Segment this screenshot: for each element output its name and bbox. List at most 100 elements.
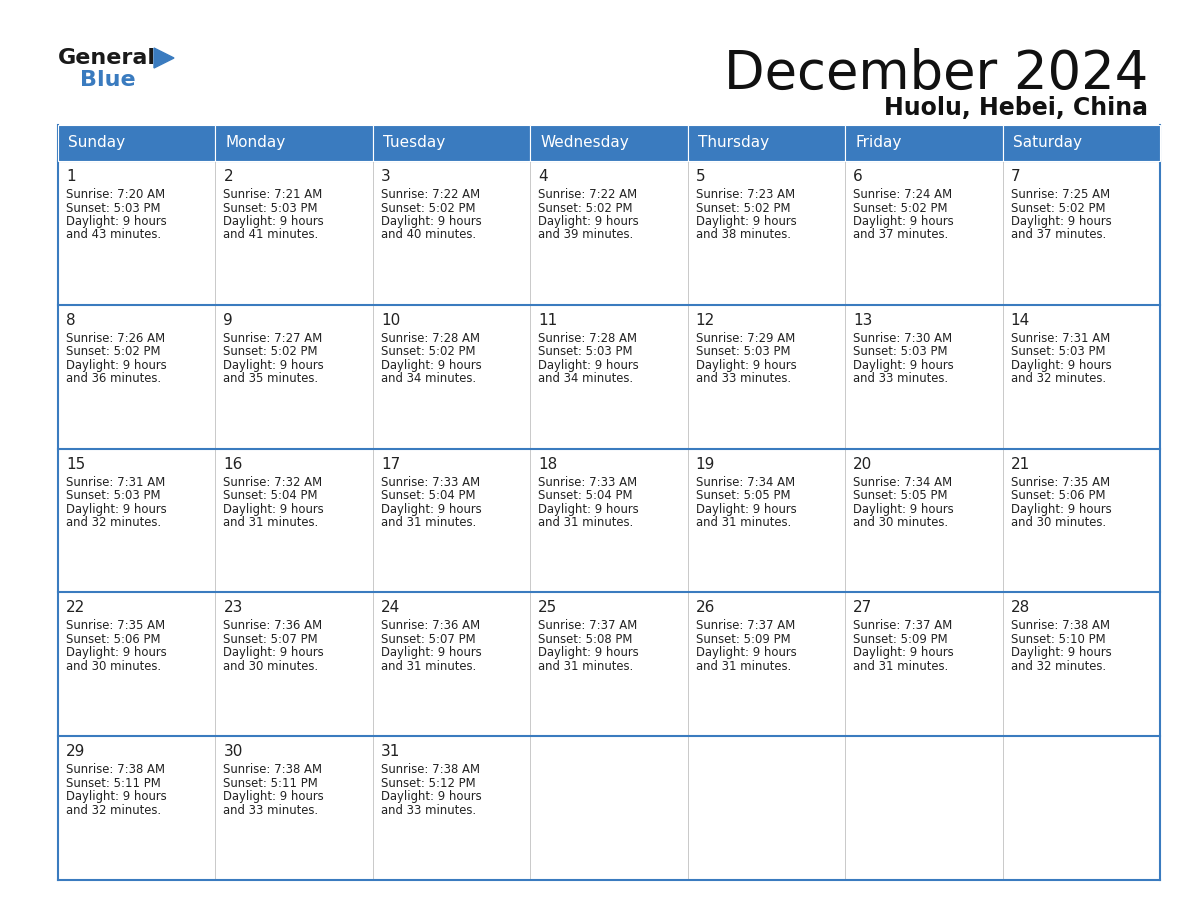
Text: Daylight: 9 hours: Daylight: 9 hours [223,502,324,516]
Text: Sunset: 5:02 PM: Sunset: 5:02 PM [538,201,633,215]
Bar [688,125,845,161]
Text: Daylight: 9 hours: Daylight: 9 hours [696,359,796,372]
Text: and 33 minutes.: and 33 minutes. [853,373,948,386]
Polygon shape [154,48,173,68]
Text: Sunset: 5:06 PM: Sunset: 5:06 PM [67,633,160,646]
Text: 6: 6 [853,169,862,184]
Text: Sunrise: 7:33 AM: Sunrise: 7:33 AM [381,476,480,488]
Text: Sunrise: 7:35 AM: Sunrise: 7:35 AM [67,620,165,633]
Text: and 31 minutes.: and 31 minutes. [696,516,791,529]
Text: 10: 10 [381,313,400,328]
Bar [845,161,1003,305]
Text: Sunrise: 7:38 AM: Sunrise: 7:38 AM [1011,620,1110,633]
Text: and 31 minutes.: and 31 minutes. [381,516,476,529]
Text: Sunrise: 7:30 AM: Sunrise: 7:30 AM [853,331,953,345]
Bar [1003,305,1159,449]
Text: Thursday: Thursday [697,136,769,151]
Text: and 43 minutes.: and 43 minutes. [67,229,162,241]
Bar [688,736,845,880]
Bar [1003,592,1159,736]
Text: Daylight: 9 hours: Daylight: 9 hours [538,359,639,372]
Text: Daylight: 9 hours: Daylight: 9 hours [381,359,481,372]
Text: 4: 4 [538,169,548,184]
Text: Sunset: 5:02 PM: Sunset: 5:02 PM [853,201,948,215]
Text: Sunset: 5:09 PM: Sunset: 5:09 PM [853,633,948,646]
Text: Sunset: 5:04 PM: Sunset: 5:04 PM [381,489,475,502]
Text: Daylight: 9 hours: Daylight: 9 hours [223,790,324,803]
Text: 14: 14 [1011,313,1030,328]
Text: Daylight: 9 hours: Daylight: 9 hours [381,502,481,516]
Text: Daylight: 9 hours: Daylight: 9 hours [381,646,481,659]
Text: Sunrise: 7:38 AM: Sunrise: 7:38 AM [381,763,480,777]
Text: 24: 24 [381,600,400,615]
Text: and 37 minutes.: and 37 minutes. [853,229,948,241]
Text: 31: 31 [381,744,400,759]
Text: Daylight: 9 hours: Daylight: 9 hours [1011,502,1111,516]
Bar [688,305,845,449]
Text: Sunday: Sunday [68,136,125,151]
Text: and 40 minutes.: and 40 minutes. [381,229,476,241]
Text: and 33 minutes.: and 33 minutes. [223,803,318,817]
Bar [215,161,373,305]
Text: and 33 minutes.: and 33 minutes. [696,373,791,386]
Text: Daylight: 9 hours: Daylight: 9 hours [67,790,166,803]
Bar [530,449,688,592]
Text: 26: 26 [696,600,715,615]
Text: 28: 28 [1011,600,1030,615]
Text: Sunset: 5:07 PM: Sunset: 5:07 PM [381,633,475,646]
Text: 13: 13 [853,313,872,328]
Text: Daylight: 9 hours: Daylight: 9 hours [696,646,796,659]
Bar [373,449,530,592]
Text: 21: 21 [1011,456,1030,472]
Text: and 38 minutes.: and 38 minutes. [696,229,791,241]
Text: and 34 minutes.: and 34 minutes. [381,373,476,386]
Text: Sunset: 5:04 PM: Sunset: 5:04 PM [223,489,318,502]
Text: 27: 27 [853,600,872,615]
Text: Sunset: 5:08 PM: Sunset: 5:08 PM [538,633,633,646]
Text: Sunrise: 7:34 AM: Sunrise: 7:34 AM [696,476,795,488]
Text: Sunset: 5:02 PM: Sunset: 5:02 PM [1011,201,1105,215]
Text: Daylight: 9 hours: Daylight: 9 hours [538,646,639,659]
Text: and 32 minutes.: and 32 minutes. [67,516,162,529]
Text: and 32 minutes.: and 32 minutes. [1011,373,1106,386]
Bar [1003,125,1159,161]
Text: and 32 minutes.: and 32 minutes. [1011,660,1106,673]
Text: Sunset: 5:12 PM: Sunset: 5:12 PM [381,777,475,789]
Bar [530,125,688,161]
Text: 5: 5 [696,169,706,184]
Bar [373,592,530,736]
Text: Daylight: 9 hours: Daylight: 9 hours [381,790,481,803]
Text: Sunrise: 7:27 AM: Sunrise: 7:27 AM [223,331,323,345]
Text: and 36 minutes.: and 36 minutes. [67,373,162,386]
Text: 16: 16 [223,456,242,472]
Bar [373,305,530,449]
Bar [845,592,1003,736]
Text: Sunrise: 7:34 AM: Sunrise: 7:34 AM [853,476,953,488]
Bar [845,449,1003,592]
Text: Sunset: 5:03 PM: Sunset: 5:03 PM [696,345,790,358]
Text: Friday: Friday [855,136,902,151]
Text: 3: 3 [381,169,391,184]
Text: and 37 minutes.: and 37 minutes. [1011,229,1106,241]
Text: Sunrise: 7:20 AM: Sunrise: 7:20 AM [67,188,165,201]
Text: 22: 22 [67,600,86,615]
Bar [845,736,1003,880]
Bar [58,125,215,161]
Bar [688,592,845,736]
Bar [58,305,215,449]
Bar [373,125,530,161]
Text: Sunset: 5:05 PM: Sunset: 5:05 PM [853,489,948,502]
Text: Daylight: 9 hours: Daylight: 9 hours [1011,359,1111,372]
Bar [845,305,1003,449]
Text: Sunset: 5:03 PM: Sunset: 5:03 PM [67,201,160,215]
Text: and 30 minutes.: and 30 minutes. [853,516,948,529]
Text: Sunset: 5:03 PM: Sunset: 5:03 PM [223,201,318,215]
Text: 18: 18 [538,456,557,472]
Text: 19: 19 [696,456,715,472]
Text: Sunrise: 7:37 AM: Sunrise: 7:37 AM [538,620,638,633]
Bar [530,736,688,880]
Text: Sunrise: 7:26 AM: Sunrise: 7:26 AM [67,331,165,345]
Text: Daylight: 9 hours: Daylight: 9 hours [853,646,954,659]
Text: Daylight: 9 hours: Daylight: 9 hours [696,502,796,516]
Text: Sunset: 5:03 PM: Sunset: 5:03 PM [1011,345,1105,358]
